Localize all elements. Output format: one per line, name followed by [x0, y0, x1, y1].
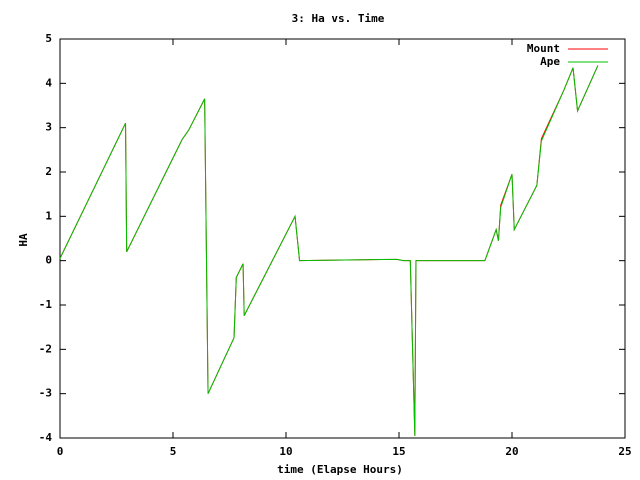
- x-tick-label: 25: [618, 445, 631, 458]
- plot-frame: [59, 38, 626, 439]
- y-tick-label: -1: [39, 298, 53, 311]
- legend-label: Mount: [527, 42, 560, 55]
- y-tick-label: 1: [45, 209, 52, 222]
- x-axis-label: time (Elapse Hours): [277, 463, 403, 476]
- x-tick-label: 20: [505, 445, 518, 458]
- y-tick-label: -3: [39, 387, 52, 400]
- series-line: [59, 65, 599, 436]
- x-tick-label: 10: [279, 445, 292, 458]
- y-tick-label: 3: [45, 121, 52, 134]
- y-axis-label: HA: [17, 233, 30, 247]
- x-tick-label: 0: [57, 445, 64, 458]
- x-tick-label: 15: [392, 445, 405, 458]
- y-tick-label: 4: [45, 76, 52, 89]
- y-tick-label: -2: [39, 342, 52, 355]
- legend-label: Ape: [540, 55, 560, 68]
- y-tick-label: 0: [45, 254, 52, 267]
- x-tick-label: 5: [170, 445, 177, 458]
- y-tick-label: 2: [45, 165, 52, 178]
- y-tick-label: 5: [45, 32, 52, 45]
- y-tick-label: -4: [39, 431, 53, 444]
- chart-title: 3: Ha vs. Time: [292, 12, 385, 25]
